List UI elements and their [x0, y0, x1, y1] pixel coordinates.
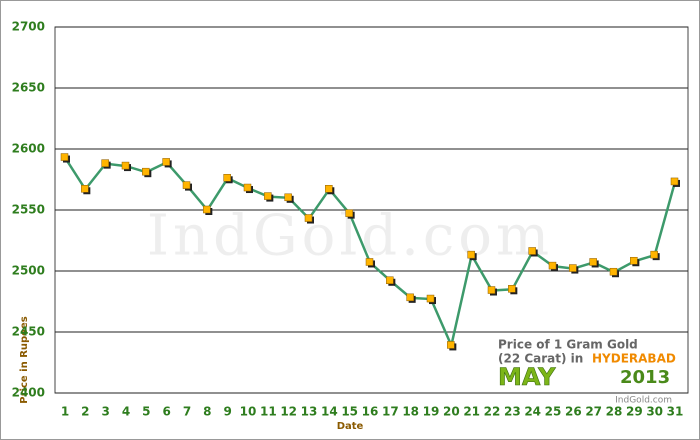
x-tick-label: 4 — [122, 405, 130, 419]
x-tick-label: 1 — [61, 405, 69, 419]
y-axis-label: Price in Rupees — [19, 316, 30, 403]
marker — [670, 177, 679, 186]
marker — [142, 167, 150, 176]
marker — [386, 276, 394, 285]
marker — [426, 294, 435, 303]
marker — [101, 159, 109, 167]
x-tick-label: 3 — [101, 405, 109, 419]
marker — [203, 205, 211, 214]
annotation: Price of 1 Gram Gold — [498, 338, 638, 352]
marker — [548, 261, 557, 270]
x-tick-label: 28 — [606, 405, 623, 419]
x-tick-label: 21 — [463, 405, 480, 419]
annotation: 2013 — [620, 367, 670, 388]
marker — [81, 185, 89, 193]
y-tick-label: 2650 — [12, 81, 45, 95]
x-tick-label: 13 — [301, 405, 318, 419]
x-tick-label: 10 — [240, 405, 257, 419]
annotation: HYDERABAD — [592, 352, 676, 366]
annotation: (22 Carat) in — [498, 352, 583, 366]
x-axis-label: Date — [337, 421, 364, 432]
x-tick-label: 6 — [162, 405, 170, 419]
marker — [223, 174, 231, 182]
y-tick-label: 2500 — [12, 264, 45, 278]
marker — [121, 161, 130, 170]
x-tick-label: 11 — [260, 405, 277, 419]
marker — [467, 250, 475, 259]
annotation: MAY — [498, 363, 556, 391]
x-tick-label: 29 — [626, 405, 643, 419]
source: IndGold.com — [615, 396, 672, 406]
marker — [650, 250, 658, 259]
marker — [569, 264, 577, 272]
x-tick-label: 7 — [183, 405, 191, 419]
marker — [589, 258, 597, 266]
marker — [345, 209, 353, 217]
marker — [508, 285, 516, 293]
x-tick-label: 27 — [585, 405, 602, 419]
marker — [365, 258, 374, 266]
marker — [630, 256, 638, 265]
marker — [609, 267, 618, 276]
x-tick-label: 23 — [504, 405, 521, 419]
marker — [60, 153, 69, 161]
x-tick-label: 31 — [667, 405, 684, 419]
x-tick-label: 19 — [423, 405, 440, 419]
x-tick-label: 24 — [524, 405, 541, 419]
marker — [447, 341, 455, 349]
marker — [264, 192, 272, 200]
y-tick-label: 2550 — [12, 203, 45, 217]
marker — [487, 286, 496, 294]
marker — [243, 183, 252, 192]
marker — [182, 181, 191, 189]
x-tick-label: 9 — [223, 405, 231, 419]
x-tick-label: 25 — [545, 405, 562, 419]
x-tick-label: 18 — [402, 405, 419, 419]
x-tick-label: 14 — [321, 405, 338, 419]
x-tick-label: 12 — [280, 405, 297, 419]
y-tick-label: 2450 — [12, 325, 45, 339]
x-tick-label: 17 — [382, 405, 399, 419]
marker — [528, 247, 536, 255]
marker — [162, 158, 170, 166]
x-tick-label: 20 — [443, 405, 460, 419]
marker — [284, 193, 292, 202]
x-tick-label: 26 — [565, 405, 582, 419]
x-tick-label: 15 — [341, 405, 358, 419]
x-tick-label: 30 — [646, 405, 663, 419]
y-tick-label: 2600 — [12, 142, 45, 156]
x-tick-label: 16 — [362, 405, 379, 419]
marker — [304, 214, 313, 222]
marker — [325, 185, 333, 193]
x-tick-label: 5 — [142, 405, 150, 419]
y-tick-label: 2700 — [12, 20, 45, 34]
x-tick-label: 22 — [484, 405, 501, 419]
marker — [406, 293, 414, 302]
x-tick-label: 8 — [203, 405, 211, 419]
y-tick-label: 2400 — [12, 386, 45, 400]
x-tick-label: 2 — [81, 405, 89, 419]
